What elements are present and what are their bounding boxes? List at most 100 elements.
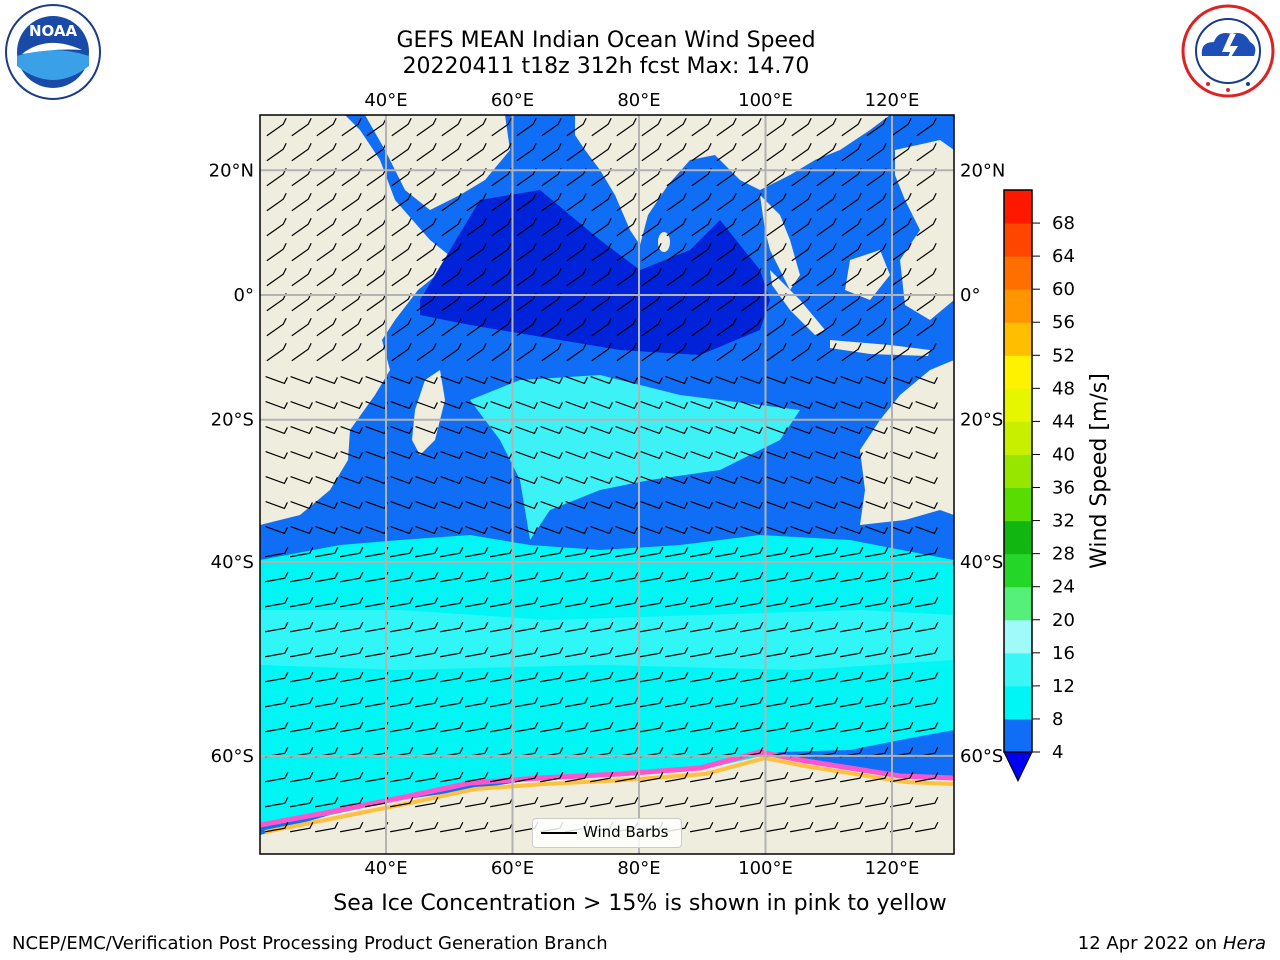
wind-barb <box>665 696 689 708</box>
wind-barb <box>290 501 313 510</box>
wind-barb <box>490 401 513 410</box>
wind-barb <box>290 451 313 460</box>
wind-barb <box>541 267 562 287</box>
wind-barb <box>641 242 662 262</box>
wind-barb <box>291 142 312 162</box>
wind-barb <box>641 217 662 237</box>
wind-barb <box>715 646 739 658</box>
wind-barb <box>540 621 564 633</box>
wind-barb <box>341 267 362 287</box>
wind-barb <box>890 451 913 460</box>
wind-barb <box>865 721 889 733</box>
wind-barb <box>441 342 462 362</box>
wind-barb <box>465 401 488 410</box>
wind-barb <box>266 242 287 262</box>
wind-barb <box>890 376 913 385</box>
colorbar-under-arrow <box>1003 751 1033 783</box>
lon-tick-bottom-2: 80°E <box>617 858 660 879</box>
wind-barb <box>865 546 889 558</box>
colorbar-title: Wind Speed [m/s] <box>1087 373 1112 569</box>
wind-barb <box>616 242 637 262</box>
colorbar-cell-36 <box>1004 454 1032 489</box>
wind-barb <box>516 342 537 362</box>
wind-barb <box>916 117 937 137</box>
wind-barb <box>541 242 562 262</box>
wind-barb <box>441 217 462 237</box>
wind-barbs <box>265 117 939 833</box>
wind-barb <box>465 526 488 535</box>
wind-barb <box>515 696 539 708</box>
wind-barb <box>741 192 762 212</box>
wind-barb <box>465 501 488 510</box>
wind-barb <box>791 142 812 162</box>
wind-barb <box>790 721 814 733</box>
wind-barb <box>440 401 463 410</box>
wind-barb <box>790 696 814 708</box>
lat-tick-right-1: 0° <box>960 285 980 306</box>
wind-barb <box>615 501 638 510</box>
map-legend: Wind Barbs <box>532 818 682 848</box>
wind-barb <box>916 142 937 162</box>
wind-barb <box>641 142 662 162</box>
wind-barb <box>466 267 487 287</box>
wind-barb <box>815 671 839 683</box>
wind-barb <box>865 451 888 460</box>
wind-barb <box>540 376 563 385</box>
wind-barb <box>840 596 864 608</box>
wind-barb <box>840 796 864 808</box>
wind-barb <box>465 771 489 783</box>
wind-barb <box>465 671 489 683</box>
wind-barb <box>891 242 912 262</box>
wind-barb <box>466 317 487 337</box>
wind-barb <box>465 696 489 708</box>
wind-barb <box>665 596 689 608</box>
wind-barb <box>440 771 464 783</box>
wind-barb <box>815 821 839 833</box>
wind-barb <box>265 671 289 683</box>
wind-barb <box>290 526 313 535</box>
wind-barb <box>590 476 613 485</box>
wind-barb <box>765 796 789 808</box>
wind-barb <box>516 142 537 162</box>
wind-barb <box>690 376 713 385</box>
wind-barb <box>790 771 814 783</box>
wind-barb <box>890 546 914 558</box>
wind-barb <box>465 621 489 633</box>
wind-barb <box>815 526 838 535</box>
wind-barb <box>491 217 512 237</box>
wind-barb <box>390 621 414 633</box>
wind-barb <box>766 217 787 237</box>
wind-barb <box>890 721 914 733</box>
wind-barb <box>890 621 914 633</box>
wind-barb <box>890 596 914 608</box>
wind-barb <box>466 242 487 262</box>
wind-barb <box>341 192 362 212</box>
wind-barb <box>565 771 589 783</box>
wind-barb <box>890 501 913 510</box>
colorbar-label-8: 8 <box>1052 709 1063 730</box>
wind-barb <box>815 451 838 460</box>
wind-barb <box>415 696 439 708</box>
lat-tick-left-1: 0° <box>234 285 254 306</box>
wind-barb <box>740 476 763 485</box>
wind-barb <box>490 476 513 485</box>
lat-tick-left-3: 40°S <box>211 552 254 573</box>
wind-barb <box>616 142 637 162</box>
wind-barb <box>816 242 837 262</box>
wind-barb <box>616 342 637 362</box>
colorbar-label-4: 4 <box>1052 742 1063 763</box>
wind-barb <box>865 426 888 435</box>
wind-barb <box>715 796 739 808</box>
wind-barb <box>415 546 439 558</box>
wind-barb <box>715 771 739 783</box>
lon-tick-top-4: 120°E <box>865 90 920 111</box>
colorbar-label-68: 68 <box>1052 213 1075 234</box>
wind-barb <box>865 796 889 808</box>
wind-barb <box>615 546 639 558</box>
wind-barb <box>566 192 587 212</box>
wind-barb <box>690 451 713 460</box>
wind-barb <box>690 526 713 535</box>
wind-barb <box>890 771 914 783</box>
wind-barb <box>541 342 562 362</box>
